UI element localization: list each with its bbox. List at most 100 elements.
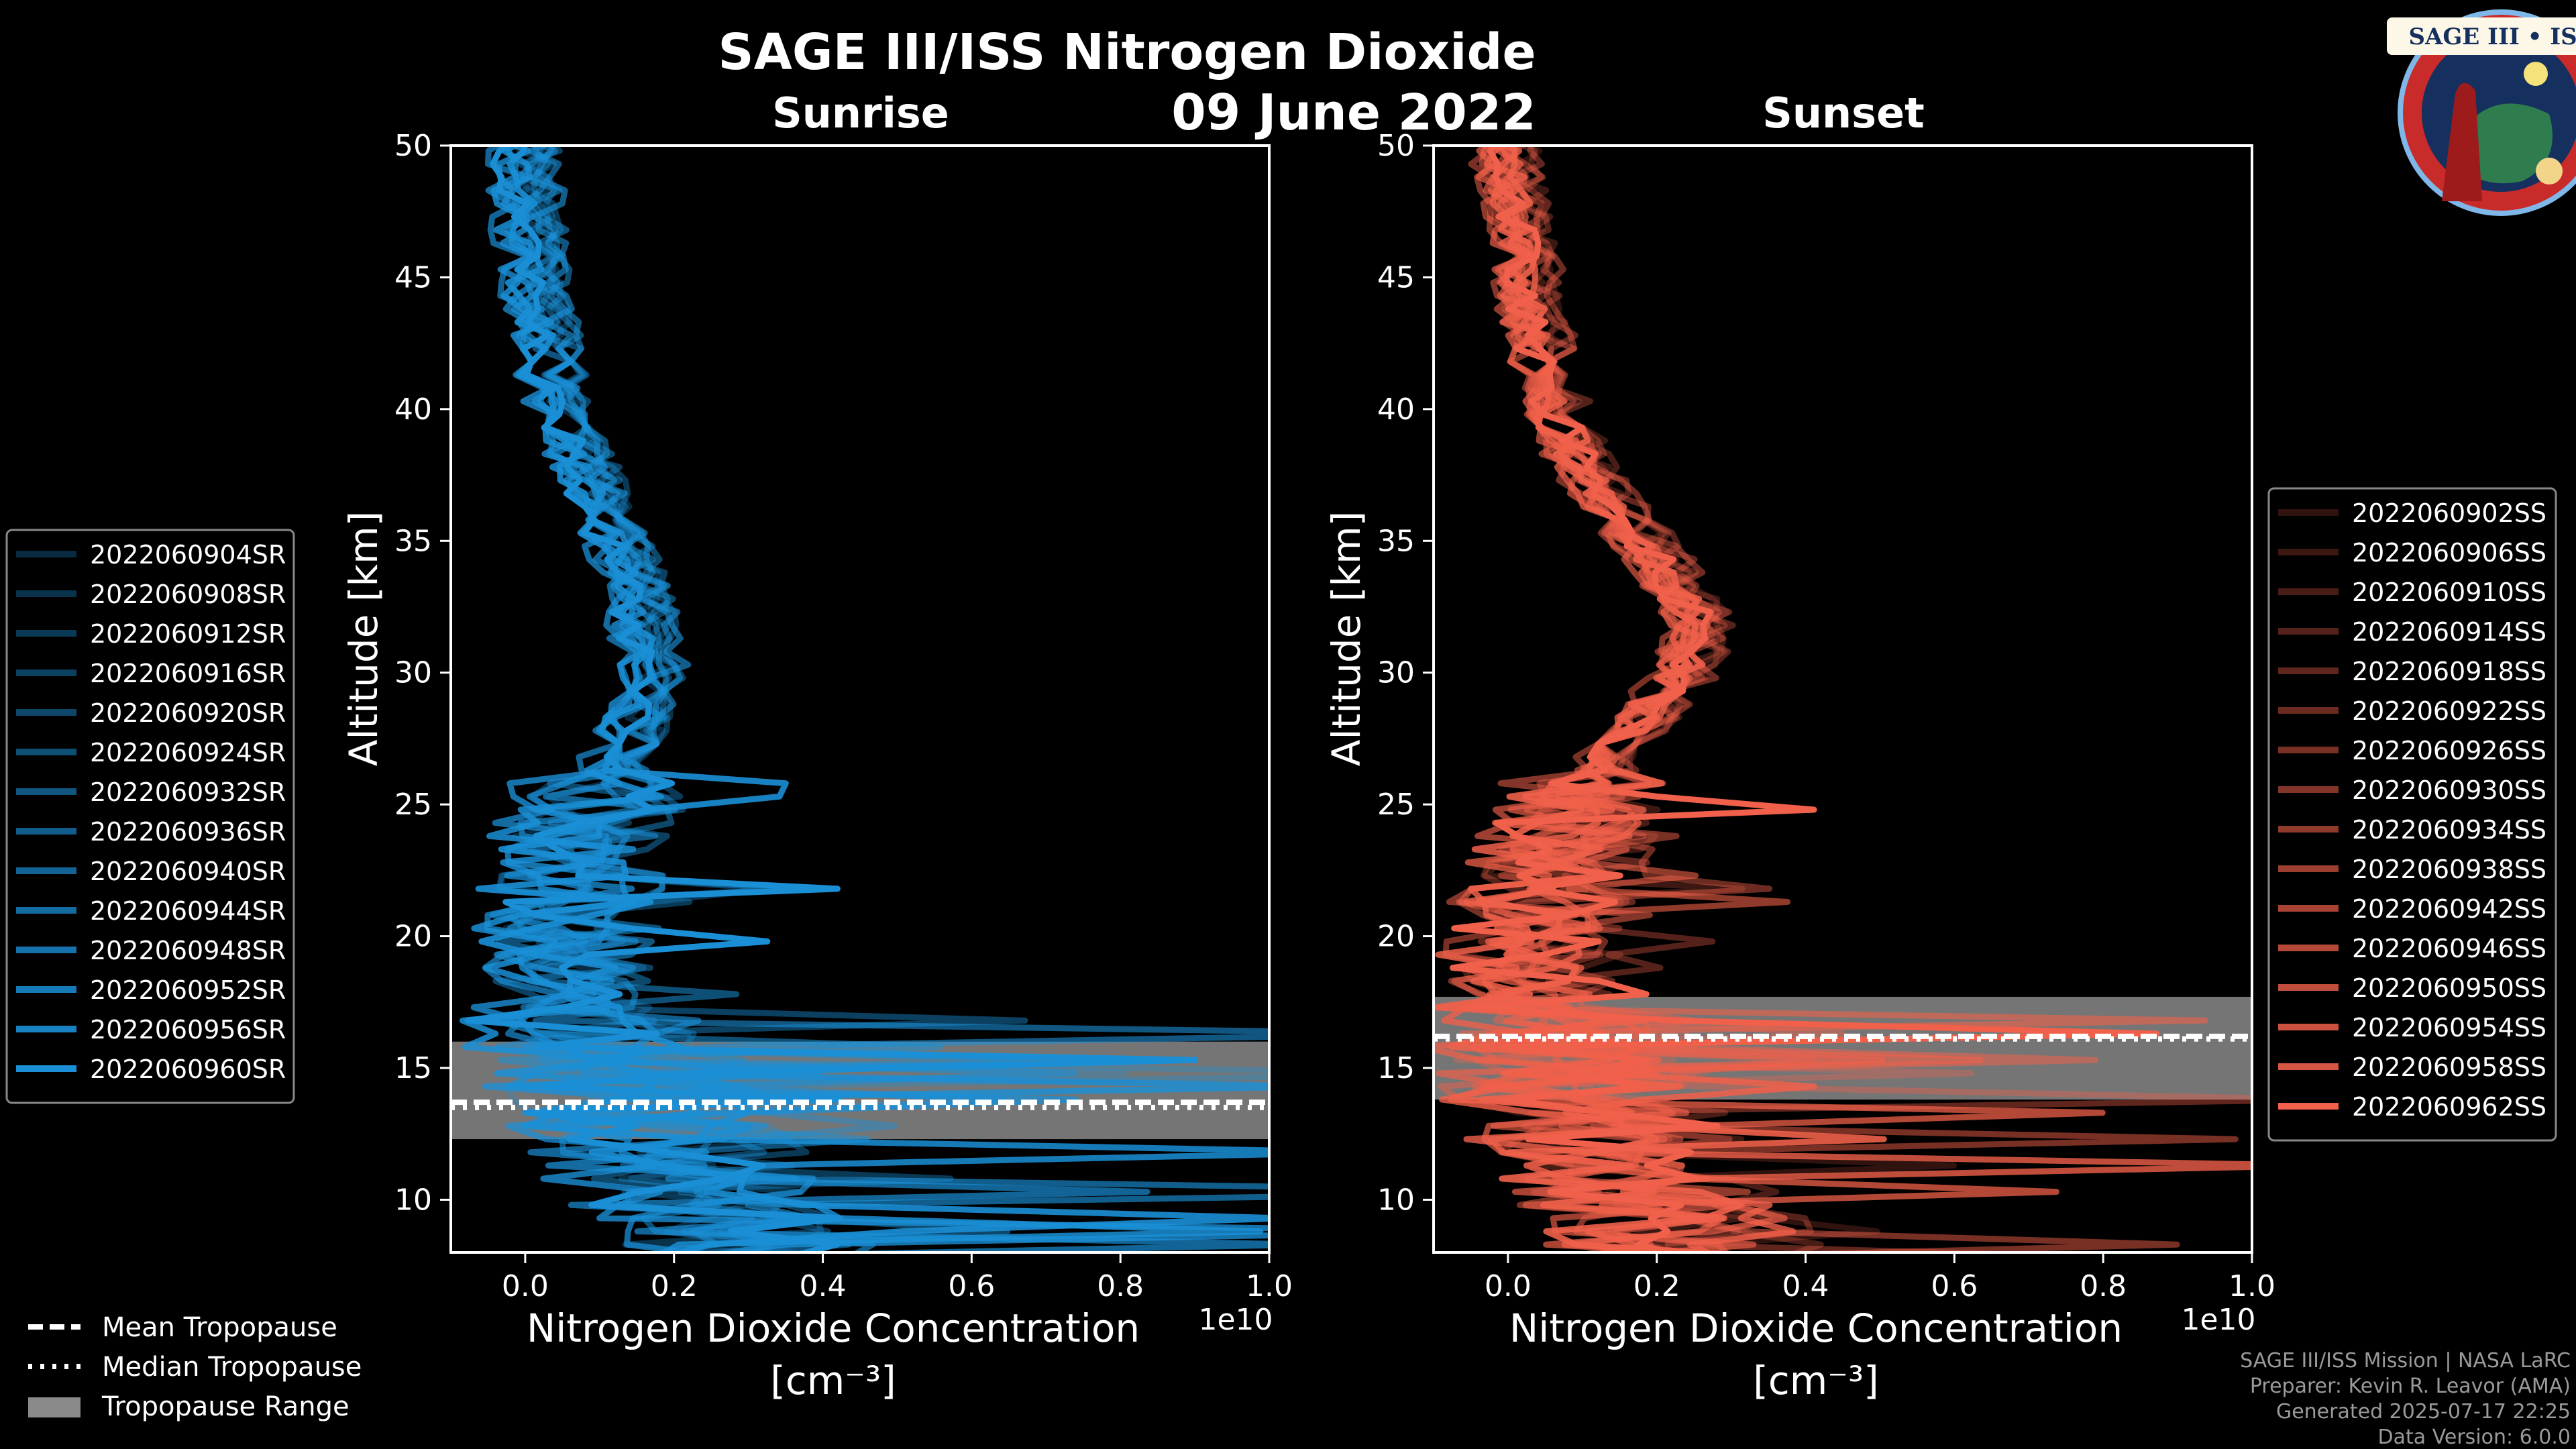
legend-entry-2022060912SR: 2022060912SR [90, 619, 286, 649]
legend-entry-2022060904SR: 2022060904SR [90, 540, 286, 570]
y-tick-label: 30 [1377, 656, 1415, 690]
legend-entry-2022060948SR: 2022060948SR [90, 936, 286, 965]
y-tick-label: 30 [394, 656, 432, 690]
logo-moon-icon [2536, 158, 2563, 184]
legend-entry-2022060914SS: 2022060914SS [2352, 617, 2546, 647]
mean-tropopause-label: Mean Tropopause [102, 1312, 337, 1343]
y-tick-label: 20 [1377, 920, 1415, 954]
profile-2022060958SS [1478, 146, 1887, 1252]
legend-entry-2022060940SR: 2022060940SR [90, 857, 286, 886]
tropopause-range-swatch [28, 1397, 80, 1417]
tropopause-range-label: Tropopause Range [101, 1391, 350, 1422]
y-tick-label: 40 [394, 392, 432, 427]
y-tick-label: 20 [394, 920, 432, 954]
profile-2022060952SR [460, 146, 1269, 1252]
legend-entry-2022060906SS: 2022060906SS [2352, 538, 2546, 568]
y-tick-label: 15 [394, 1051, 432, 1085]
legend-entry-2022060958SS: 2022060958SS [2352, 1053, 2546, 1082]
legend-entry-2022060936SR: 2022060936SR [90, 817, 286, 847]
legend-entry-2022060960SR: 2022060960SR [90, 1055, 286, 1084]
x-tick-label: 1.0 [2229, 1269, 2275, 1303]
y-tick-label: 50 [394, 129, 432, 163]
credit-mission: SAGE III/ISS Mission | NASA LaRC [2240, 1349, 2571, 1373]
sunset-x-axis-unit: [cm⁻³] [1753, 1358, 1879, 1403]
tropopause-legend: Mean Tropopause Median Tropopause Tropop… [28, 1312, 362, 1422]
logo-title: SAGE III • ISS [2408, 23, 2576, 50]
credit-preparer: Preparer: Kevin R. Leavor (AMA) [2250, 1375, 2571, 1398]
x-tick-label: 0.4 [800, 1269, 847, 1303]
y-tick-label: 35 [394, 524, 432, 558]
figure-title: SAGE III/ISS Nitrogen Dioxide [718, 23, 1536, 81]
legend-entry-2022060916SR: 2022060916SR [90, 659, 286, 688]
y-tick-label: 45 [394, 260, 432, 294]
legend-entry-2022060924SR: 2022060924SR [90, 738, 286, 767]
sunrise-legend-frame [5, 529, 295, 1104]
legend-entry-2022060922SS: 2022060922SS [2352, 696, 2546, 726]
legend-entry-2022060938SS: 2022060938SS [2352, 855, 2546, 884]
sunrise-y-axis-label: Altitude [km] [341, 511, 386, 766]
legend-entry-2022060908SR: 2022060908SR [90, 580, 286, 609]
y-tick-label: 10 [394, 1183, 432, 1217]
credits: SAGE III/ISS Mission | NASA LaRC Prepare… [2240, 1349, 2571, 1449]
sunrise-title: Sunrise [772, 89, 949, 138]
legend-entry-2022060934SS: 2022060934SS [2352, 815, 2546, 845]
sunrise-axes-frame [449, 144, 1271, 1254]
legend-entry-2022060918SS: 2022060918SS [2352, 657, 2546, 686]
credit-generated: Generated 2025-07-17 22:25 [2276, 1400, 2571, 1424]
legend-entry-2022060956SR: 2022060956SR [90, 1015, 286, 1044]
y-tick-label: 45 [1377, 260, 1415, 294]
sunset-axes-frame [1432, 144, 2253, 1254]
x-tick-label: 1.0 [1246, 1269, 1293, 1303]
x-tick-label: 0.6 [948, 1269, 995, 1303]
y-tick-label: 35 [1377, 524, 1415, 558]
sunrise-profiles [460, 146, 1269, 1252]
sunset-title: Sunset [1762, 89, 1925, 138]
x-tick-label: 0.2 [651, 1269, 698, 1303]
legend-entry-2022060950SS: 2022060950SS [2352, 973, 2546, 1003]
x-tick-label: 0.0 [502, 1269, 549, 1303]
sunrise-x-axis-unit: [cm⁻³] [770, 1358, 896, 1403]
y-tick-label: 40 [1377, 392, 1415, 427]
sunset-x-axis-label: Nitrogen Dioxide Concentration [1509, 1305, 2123, 1351]
sunset-y-axis-label: Altitude [km] [1324, 511, 1369, 766]
logo-banner [2387, 17, 2576, 55]
sunset-x-scale-factor: 1e10 [2181, 1303, 2255, 1337]
y-tick-label: 50 [1377, 129, 1415, 163]
sunrise-x-scale-factor: 1e10 [1198, 1303, 1273, 1337]
median-tropopause-label: Median Tropopause [102, 1352, 362, 1383]
legend-entry-2022060952SR: 2022060952SR [90, 975, 286, 1005]
legend-entry-2022060942SS: 2022060942SS [2352, 894, 2546, 924]
y-tick-label: 25 [1377, 788, 1415, 822]
sunset-panel: 0.0 0.2 0.4 0.6 0.8 1.0 10 15 20 25 30 35 40 45 50 Nitr… [1324, 129, 2275, 1403]
figure-date: 09 June 2022 [1171, 84, 1536, 142]
x-tick-label: 0.6 [1931, 1269, 1978, 1303]
profile-2022060962SS [1450, 146, 2160, 1252]
legend-entry-2022060930SS: 2022060930SS [2352, 775, 2546, 805]
profile-2022060932SR [506, 146, 1269, 1252]
legend-entry-2022060920SR: 2022060920SR [90, 698, 286, 728]
legend-entry-2022060932SR: 2022060932SR [90, 777, 286, 807]
profile-2022060960SR [464, 146, 1199, 1252]
x-tick-label: 0.8 [2080, 1269, 2127, 1303]
credit-data-version: Data Version: 6.0.0 [2378, 1426, 2571, 1449]
legend-entry-2022060910SS: 2022060910SS [2352, 578, 2546, 607]
profile-2022060956SR [475, 146, 1269, 1252]
x-tick-label: 0.0 [1485, 1269, 1532, 1303]
sunrise-x-axis-label: Nitrogen Dioxide Concentration [527, 1305, 1140, 1351]
legend-entry-2022060962SS: 2022060962SS [2352, 1092, 2546, 1122]
legend-entry-2022060946SS: 2022060946SS [2352, 934, 2546, 963]
y-tick-label: 15 [1377, 1051, 1415, 1085]
x-tick-label: 0.8 [1097, 1269, 1144, 1303]
x-tick-label: 0.4 [1782, 1269, 1829, 1303]
legend-entry-2022060944SR: 2022060944SR [90, 896, 286, 926]
legend-entry-2022060926SS: 2022060926SS [2352, 736, 2546, 765]
logo-sun-icon [2524, 62, 2548, 86]
sunrise-panel: 0.0 0.2 0.4 0.6 0.8 1.0 10 15 20 25 30 35 40 45 50 Nitr… [341, 129, 1293, 1403]
y-tick-label: 25 [394, 788, 432, 822]
sage-mission-logo: SAGE III • ISS [2387, 9, 2576, 216]
sunset-profiles [1434, 146, 2252, 1252]
legend-entry-2022060902SS: 2022060902SS [2352, 498, 2546, 528]
y-tick-label: 10 [1377, 1183, 1415, 1217]
sunset-legend: 2022060902SS 2022060906SS 2022060910SS 2022… [2267, 487, 2557, 1142]
